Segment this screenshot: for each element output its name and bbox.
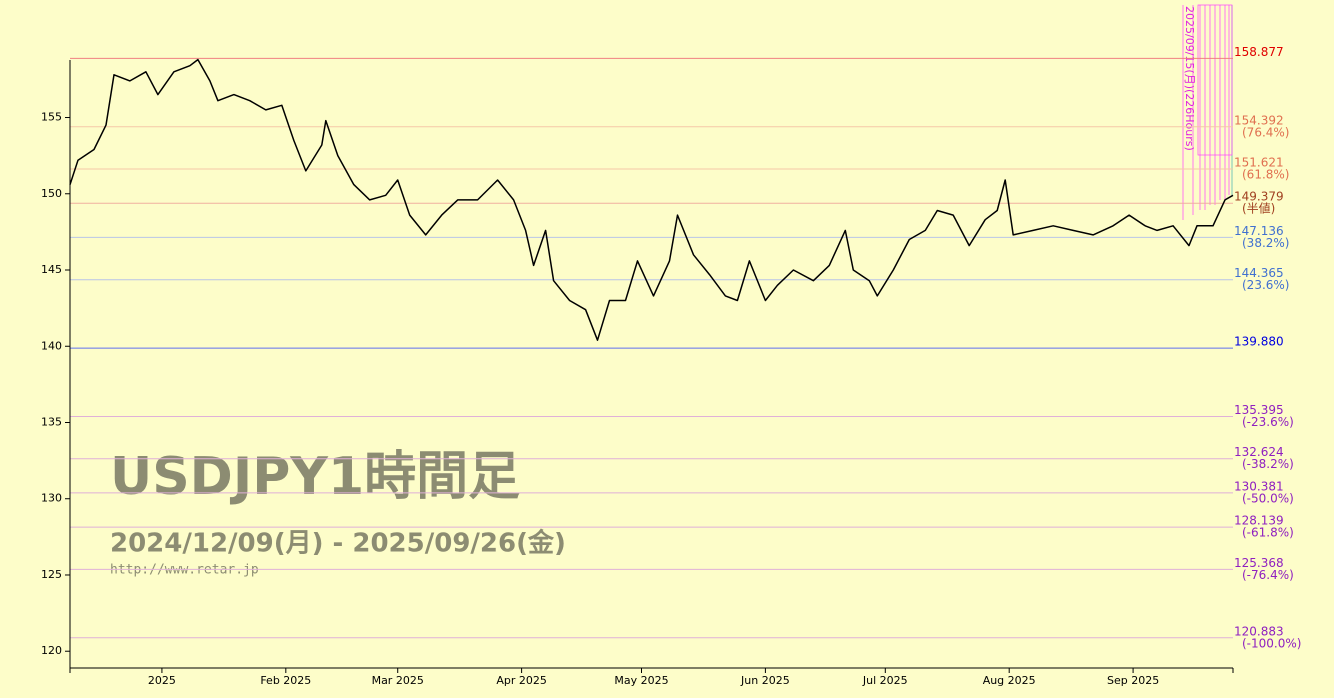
level-label: 132.624 [1234, 445, 1284, 459]
y-tick-label: 135 [41, 415, 62, 428]
level-note: (-23.6%) [1242, 415, 1294, 429]
y-tick-label: 145 [41, 263, 62, 276]
level-note: (-61.8%) [1242, 526, 1294, 540]
level-note: (-100.0%) [1242, 636, 1301, 650]
level-label: 154.392 [1234, 113, 1284, 127]
annotation-lines [1182, 4, 1233, 220]
x-tick-label: Jul 2025 [862, 674, 908, 687]
x-tick-label: Mar 2025 [372, 674, 424, 687]
level-note: (61.8%) [1242, 168, 1289, 182]
price-line [69, 58, 1234, 341]
level-label: 139.880 [1234, 335, 1284, 349]
y-tick-label: 155 [41, 111, 62, 124]
x-tick-label: Sep 2025 [1107, 674, 1159, 687]
level-note: (-76.4%) [1242, 568, 1294, 582]
level-label: 125.368 [1234, 556, 1284, 570]
watermark-subtitle: 2024/12/09(月) - 2025/09/26(金) [110, 528, 566, 559]
watermark-source: http://www.retar.jp [110, 563, 259, 578]
level-label: 130.381 [1234, 479, 1284, 493]
y-tick-label: 130 [41, 492, 62, 505]
x-tick-label: Aug 2025 [983, 674, 1036, 687]
x-tick-label: Feb 2025 [260, 674, 311, 687]
level-note: (-50.0%) [1242, 491, 1294, 505]
annotation-cluster [1197, 4, 1233, 156]
y-tick-label: 125 [41, 568, 62, 581]
watermark-title: USDJPY1時間足 [110, 447, 520, 507]
y-tick-label: 120 [41, 644, 62, 657]
level-label: 147.136 [1234, 224, 1284, 238]
level-label: 128.139 [1234, 514, 1284, 528]
x-tick-label: 2025 [148, 674, 176, 687]
level-label: 135.395 [1234, 403, 1284, 417]
y-tick-label: 140 [41, 339, 62, 352]
x-tick-label: Apr 2025 [496, 674, 547, 687]
level-note: (23.6%) [1242, 278, 1289, 292]
level-note: (76.4%) [1242, 125, 1289, 139]
annotation: 2025/09/15(月)(226Hours) [1183, 6, 1196, 151]
level-note: (半値) [1242, 201, 1275, 216]
level-label: 158.877 [1234, 45, 1284, 59]
x-tick-label: May 2025 [614, 674, 668, 687]
level-note: (38.2%) [1242, 236, 1289, 250]
level-note: (-38.2%) [1242, 457, 1294, 471]
level-label: 120.883 [1234, 624, 1284, 638]
x-tick-label: Jun 2025 [740, 674, 790, 687]
level-label: 151.621 [1234, 156, 1284, 170]
level-label: 144.365 [1234, 266, 1284, 280]
y-tick-label: 150 [41, 187, 62, 200]
level-label: 149.379 [1234, 190, 1284, 204]
